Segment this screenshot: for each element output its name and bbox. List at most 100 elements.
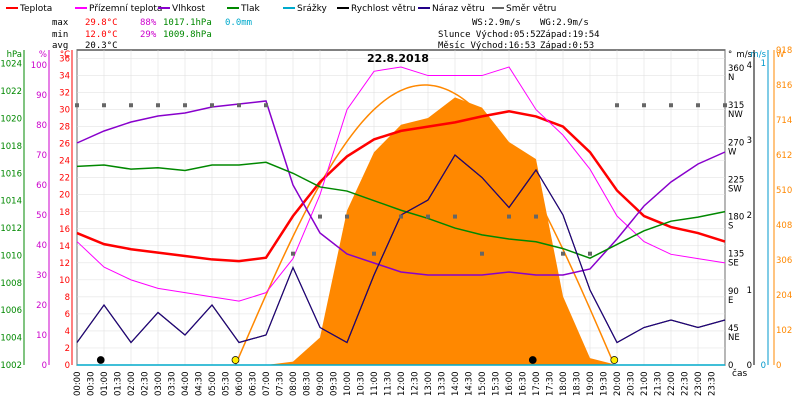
sun-moon-markers — [96, 356, 619, 364]
wind-direction-point — [480, 251, 484, 256]
axis-tick-label: 70 — [36, 151, 47, 161]
axis-tick-label: 10 — [36, 331, 47, 341]
solar-theoretical-curve — [234, 84, 615, 366]
axis-tick-label: 204 — [776, 291, 792, 301]
x-tick-label: 10:00 — [343, 372, 353, 397]
axis-tick-label: 10 — [59, 276, 70, 286]
legend-item-label: Náraz větru — [432, 4, 485, 14]
x-tick-label: 23:30 — [708, 372, 718, 397]
wind-direction-point — [534, 214, 538, 219]
x-tick-label: 17:30 — [546, 372, 556, 397]
wind-direction-point — [183, 103, 187, 108]
compass-label: W — [728, 147, 737, 157]
x-tick-label: 13:00 — [424, 372, 434, 397]
axis-tick-label: 102 — [776, 326, 792, 336]
axis-tick-label: 1002 — [0, 361, 22, 371]
wind-direction-point — [318, 214, 322, 219]
axis-tick-label: 0 — [65, 361, 70, 371]
wind-direction-point — [561, 251, 565, 256]
wind-direction-point — [669, 103, 673, 108]
axis-tick-label: 1014 — [0, 197, 22, 207]
chart-date: 22.8.2018 — [367, 52, 429, 65]
compass-label: S — [728, 222, 733, 232]
axis-tick-label: 612 — [776, 151, 792, 161]
series-line — [76, 100, 726, 276]
wind-direction-point — [426, 214, 430, 219]
wind-direction-point — [345, 214, 349, 219]
wind-direction-point — [642, 103, 646, 108]
axis-tick-label: 2 — [65, 344, 70, 354]
legend-item-label: Tlak — [240, 4, 261, 14]
axis-tick-label: 2 — [747, 211, 752, 221]
axis-tick-label: 8 — [65, 293, 70, 303]
legend-item-label: Vlhkost — [172, 4, 205, 14]
wind-direction-point — [696, 103, 700, 108]
x-tick-label: 04:30 — [195, 372, 205, 397]
x-tick-label: 06:30 — [249, 372, 259, 397]
axis-tick-label: 90 — [36, 91, 47, 101]
x-tick-label: 03:00 — [154, 372, 164, 397]
legend-item-label: Přízemní teplota — [89, 4, 162, 14]
axis-tick-label: 18 — [59, 208, 70, 218]
axis-title: ° — [728, 50, 732, 60]
axis-tick-label: 306 — [776, 256, 792, 266]
axes: hPa1024102210201018101610141012101010081… — [0, 46, 792, 371]
sun-moon-marker — [231, 356, 240, 364]
x-tick-label: 15:00 — [478, 372, 488, 397]
legend: Teplota Přízemní teplota Vlhkost Tlak Srážky… — [6, 4, 556, 14]
compass-label: SE — [728, 259, 739, 269]
stats-avg-temp: 20.3°C — [85, 41, 118, 51]
x-tick-label: 23:00 — [694, 372, 704, 397]
wind-direction-point — [237, 103, 241, 108]
axis-tick-label: 4 — [747, 61, 752, 71]
x-tick-label: 00:00 — [73, 372, 83, 397]
axis-title: °C — [60, 50, 70, 60]
axis-tick-label: 1 — [747, 286, 752, 296]
wind-direction-point — [75, 103, 79, 108]
wind-direction-point — [399, 214, 403, 219]
legend-item-label: Teplota — [19, 4, 52, 14]
x-tick-label: 12:30 — [411, 372, 421, 397]
stats-min-label: min — [52, 30, 68, 40]
stats-ws: WS:2.9m/s — [472, 18, 521, 28]
x-tick-label: 19:30 — [600, 372, 610, 397]
axis-title: m/s — [750, 50, 766, 60]
wind-direction-point — [723, 103, 727, 108]
stats-moonset: Západ:0:53 — [540, 41, 594, 51]
x-tick-label: 07:00 — [262, 372, 272, 397]
stats-wg: WG:2.9m/s — [540, 18, 589, 28]
axis-tick-label: 6 — [65, 310, 70, 320]
axis-tick-label: 1004 — [0, 334, 22, 344]
x-tick-label: 00:30 — [87, 372, 97, 397]
axis-tick-label: 918 — [776, 46, 792, 56]
axis-tick-label: 32 — [59, 89, 70, 99]
sun-moon-marker — [610, 356, 619, 364]
axis-tick-label: 100 — [31, 61, 47, 71]
wind-direction-point — [264, 103, 268, 108]
wind-direction-point — [210, 103, 214, 108]
axis-tick-label: 714 — [776, 116, 792, 126]
wind-direction-point — [507, 214, 511, 219]
stats-block: max 29.8°C 88% 1017.1hPa 0.0mm min 12.0°… — [52, 18, 600, 51]
axis-tick-label: 30 — [36, 271, 47, 281]
axis-tick-label: 1020 — [0, 114, 22, 124]
legend-item-label: Rychlost větru — [351, 4, 416, 14]
axis-tick-label: 24 — [59, 157, 70, 167]
compass-label: SW — [728, 184, 742, 194]
axis-title: hPa — [7, 50, 22, 60]
stats-min-press: 1009.8hPa — [163, 30, 212, 40]
axis-tick-label: 315 — [728, 101, 744, 111]
wind-direction-series — [75, 103, 727, 256]
axis-tick-label: 1018 — [0, 142, 22, 152]
axis-tick-label: 90 — [728, 287, 739, 297]
sun-moon-marker — [528, 356, 537, 364]
stats-sunset: Západ:19:54 — [540, 30, 600, 40]
stats-max-press: 1017.1hPa — [163, 18, 212, 28]
wind-direction-point — [453, 214, 457, 219]
axis-tick-label: 0 — [747, 361, 752, 371]
axis-tick-label: 1006 — [0, 306, 22, 316]
stats-max-temp: 29.8°C — [85, 18, 118, 28]
x-tick-label: 19:00 — [586, 372, 596, 397]
series-line — [76, 161, 726, 259]
